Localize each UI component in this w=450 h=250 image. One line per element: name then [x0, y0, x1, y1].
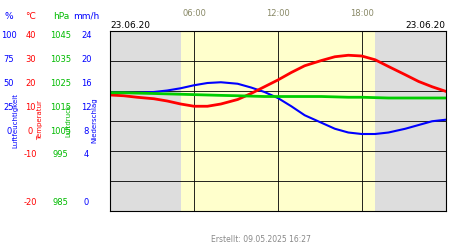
Text: 1005: 1005 [50, 126, 71, 136]
Text: 23.06.20: 23.06.20 [110, 21, 150, 30]
Text: -20: -20 [24, 198, 37, 207]
Text: 10: 10 [25, 103, 36, 112]
Text: 995: 995 [53, 150, 68, 159]
Text: 30: 30 [25, 55, 36, 64]
Text: 12: 12 [81, 103, 92, 112]
Text: 4: 4 [84, 150, 89, 159]
Bar [180, 31, 375, 211]
Text: 24: 24 [81, 31, 92, 40]
Text: 50: 50 [4, 79, 14, 88]
Text: 985: 985 [53, 198, 69, 207]
Text: mm/h: mm/h [73, 12, 99, 21]
Bar [375, 31, 446, 211]
Text: 1045: 1045 [50, 31, 71, 40]
Text: 0: 0 [6, 126, 12, 136]
Text: °C: °C [25, 12, 36, 21]
Text: 1025: 1025 [50, 79, 71, 88]
Text: %: % [4, 12, 13, 21]
Text: Erstellt: 09.05.2025 16:27: Erstellt: 09.05.2025 16:27 [211, 236, 311, 244]
Text: 16: 16 [81, 79, 92, 88]
Text: 75: 75 [4, 55, 14, 64]
Text: Luftfeuchtigkeit: Luftfeuchtigkeit [13, 92, 19, 148]
Text: 8: 8 [84, 126, 89, 136]
Text: 1015: 1015 [50, 103, 71, 112]
Text: 0: 0 [84, 198, 89, 207]
Text: 40: 40 [25, 31, 36, 40]
Text: 100: 100 [1, 31, 17, 40]
Text: hPa: hPa [53, 12, 69, 21]
Bar [110, 31, 180, 211]
Text: 18:00: 18:00 [350, 8, 374, 18]
Text: 20: 20 [25, 79, 36, 88]
Text: 20: 20 [81, 55, 92, 64]
Text: Temperatur: Temperatur [36, 100, 43, 140]
Text: 0: 0 [28, 126, 33, 136]
Text: Luftdruck: Luftdruck [65, 104, 72, 136]
Text: 25: 25 [4, 103, 14, 112]
Text: 23.06.20: 23.06.20 [405, 21, 446, 30]
Text: -10: -10 [24, 150, 37, 159]
Text: 06:00: 06:00 [182, 8, 206, 18]
Text: 12:00: 12:00 [266, 8, 290, 18]
Text: Niederschlag: Niederschlag [91, 97, 98, 143]
Text: 1035: 1035 [50, 55, 71, 64]
